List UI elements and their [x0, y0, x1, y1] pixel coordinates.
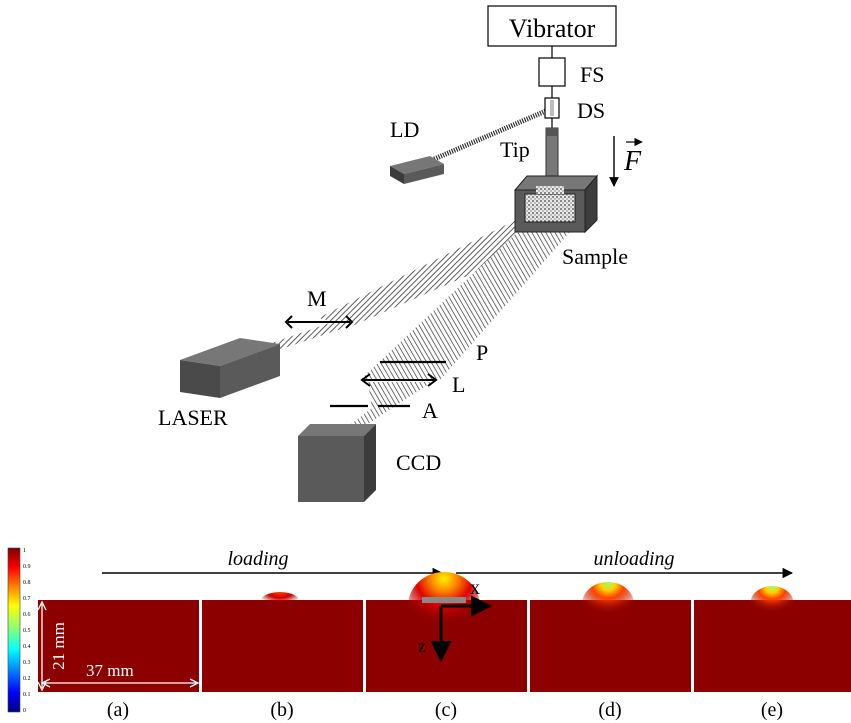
- colorbar-tick-label: 0.2: [23, 676, 31, 682]
- sample-holder: Sample: [513, 174, 628, 269]
- colorbar-gradient: [7, 547, 21, 713]
- mirror: M: [284, 286, 354, 329]
- height-label: 21 mm: [49, 622, 68, 670]
- colorbar-tick-label: 0.4: [23, 644, 31, 650]
- sample-material: [524, 193, 576, 223]
- laser-label: LASER: [158, 405, 228, 430]
- imaging-optics: P L A: [330, 340, 488, 423]
- panel-label: (b): [270, 699, 293, 721]
- colorbar-tick-label: 0.7: [23, 596, 31, 602]
- panel-label: (c): [435, 699, 457, 721]
- vibrator-assembly: Vibrator FS DS Tip F: [487, 5, 643, 191]
- ccd-label: CCD: [396, 450, 441, 475]
- colorbar-tick-label: 0.3: [23, 660, 31, 666]
- vibrator-label: Vibrator: [509, 14, 596, 43]
- colorbar-tick-label: 0.1: [23, 692, 31, 698]
- colorbar-tick-label: 0.8: [23, 580, 31, 586]
- force-sensor: [538, 57, 566, 87]
- loading-label: loading: [227, 548, 288, 570]
- panel-a: [38, 600, 199, 692]
- beam-sample-to-ccd: [360, 222, 570, 380]
- fs-label: FS: [580, 62, 604, 87]
- lens-label: L: [452, 372, 465, 397]
- x-axis-label: x: [470, 577, 480, 599]
- ds-label: DS: [577, 98, 605, 123]
- beam-lens-to-ccd: [368, 382, 432, 408]
- laser-device: LASER: [158, 338, 280, 430]
- aperture-label: A: [422, 398, 438, 423]
- colorbar-tick-label: 0.6: [23, 612, 31, 618]
- panel-label: (e): [761, 699, 783, 721]
- indenter-marker: [422, 597, 466, 603]
- stress-map-panels: 21 mm 37 mm x z: [37, 572, 851, 692]
- ld-device: LD: [390, 117, 444, 184]
- laser-beams: [272, 107, 570, 428]
- sequence-arrows: loading unloading: [102, 548, 794, 579]
- colorbar-tick-label: 1: [23, 548, 26, 554]
- ccd-camera: CCD: [298, 424, 441, 502]
- mirror-label: M: [307, 286, 327, 311]
- sample-label: Sample: [562, 244, 628, 269]
- beam-aperture-to-ccd: [346, 408, 392, 428]
- panel-b: [202, 600, 363, 692]
- beam-ld-to-ds: [431, 107, 549, 163]
- force-label: F: [623, 146, 642, 177]
- vibrator-box: [487, 5, 617, 47]
- z-axis-label: z: [418, 636, 426, 656]
- panel-label: (d): [598, 699, 621, 721]
- tip-label: Tip: [500, 137, 530, 162]
- polarizer-label: P: [476, 340, 488, 365]
- colorbar-tick-label: 0.5: [23, 628, 31, 634]
- colorbar-tick-label: 0.9: [23, 564, 31, 570]
- width-label: 37 mm: [86, 661, 134, 680]
- ld-label: LD: [390, 117, 419, 142]
- colorbar: 1 0.9 0.8 0.7 0.6 0.5 0.4 0.3 0.2 0.1 0: [7, 547, 31, 714]
- panel-label: (a): [107, 699, 129, 721]
- colorbar-tick-label: 0: [23, 708, 26, 714]
- unloading-label: unloading: [593, 548, 674, 570]
- panel-labels: (a) (b) (c) (d) (e): [107, 699, 783, 721]
- beam-laser-to-mirror: [272, 318, 350, 350]
